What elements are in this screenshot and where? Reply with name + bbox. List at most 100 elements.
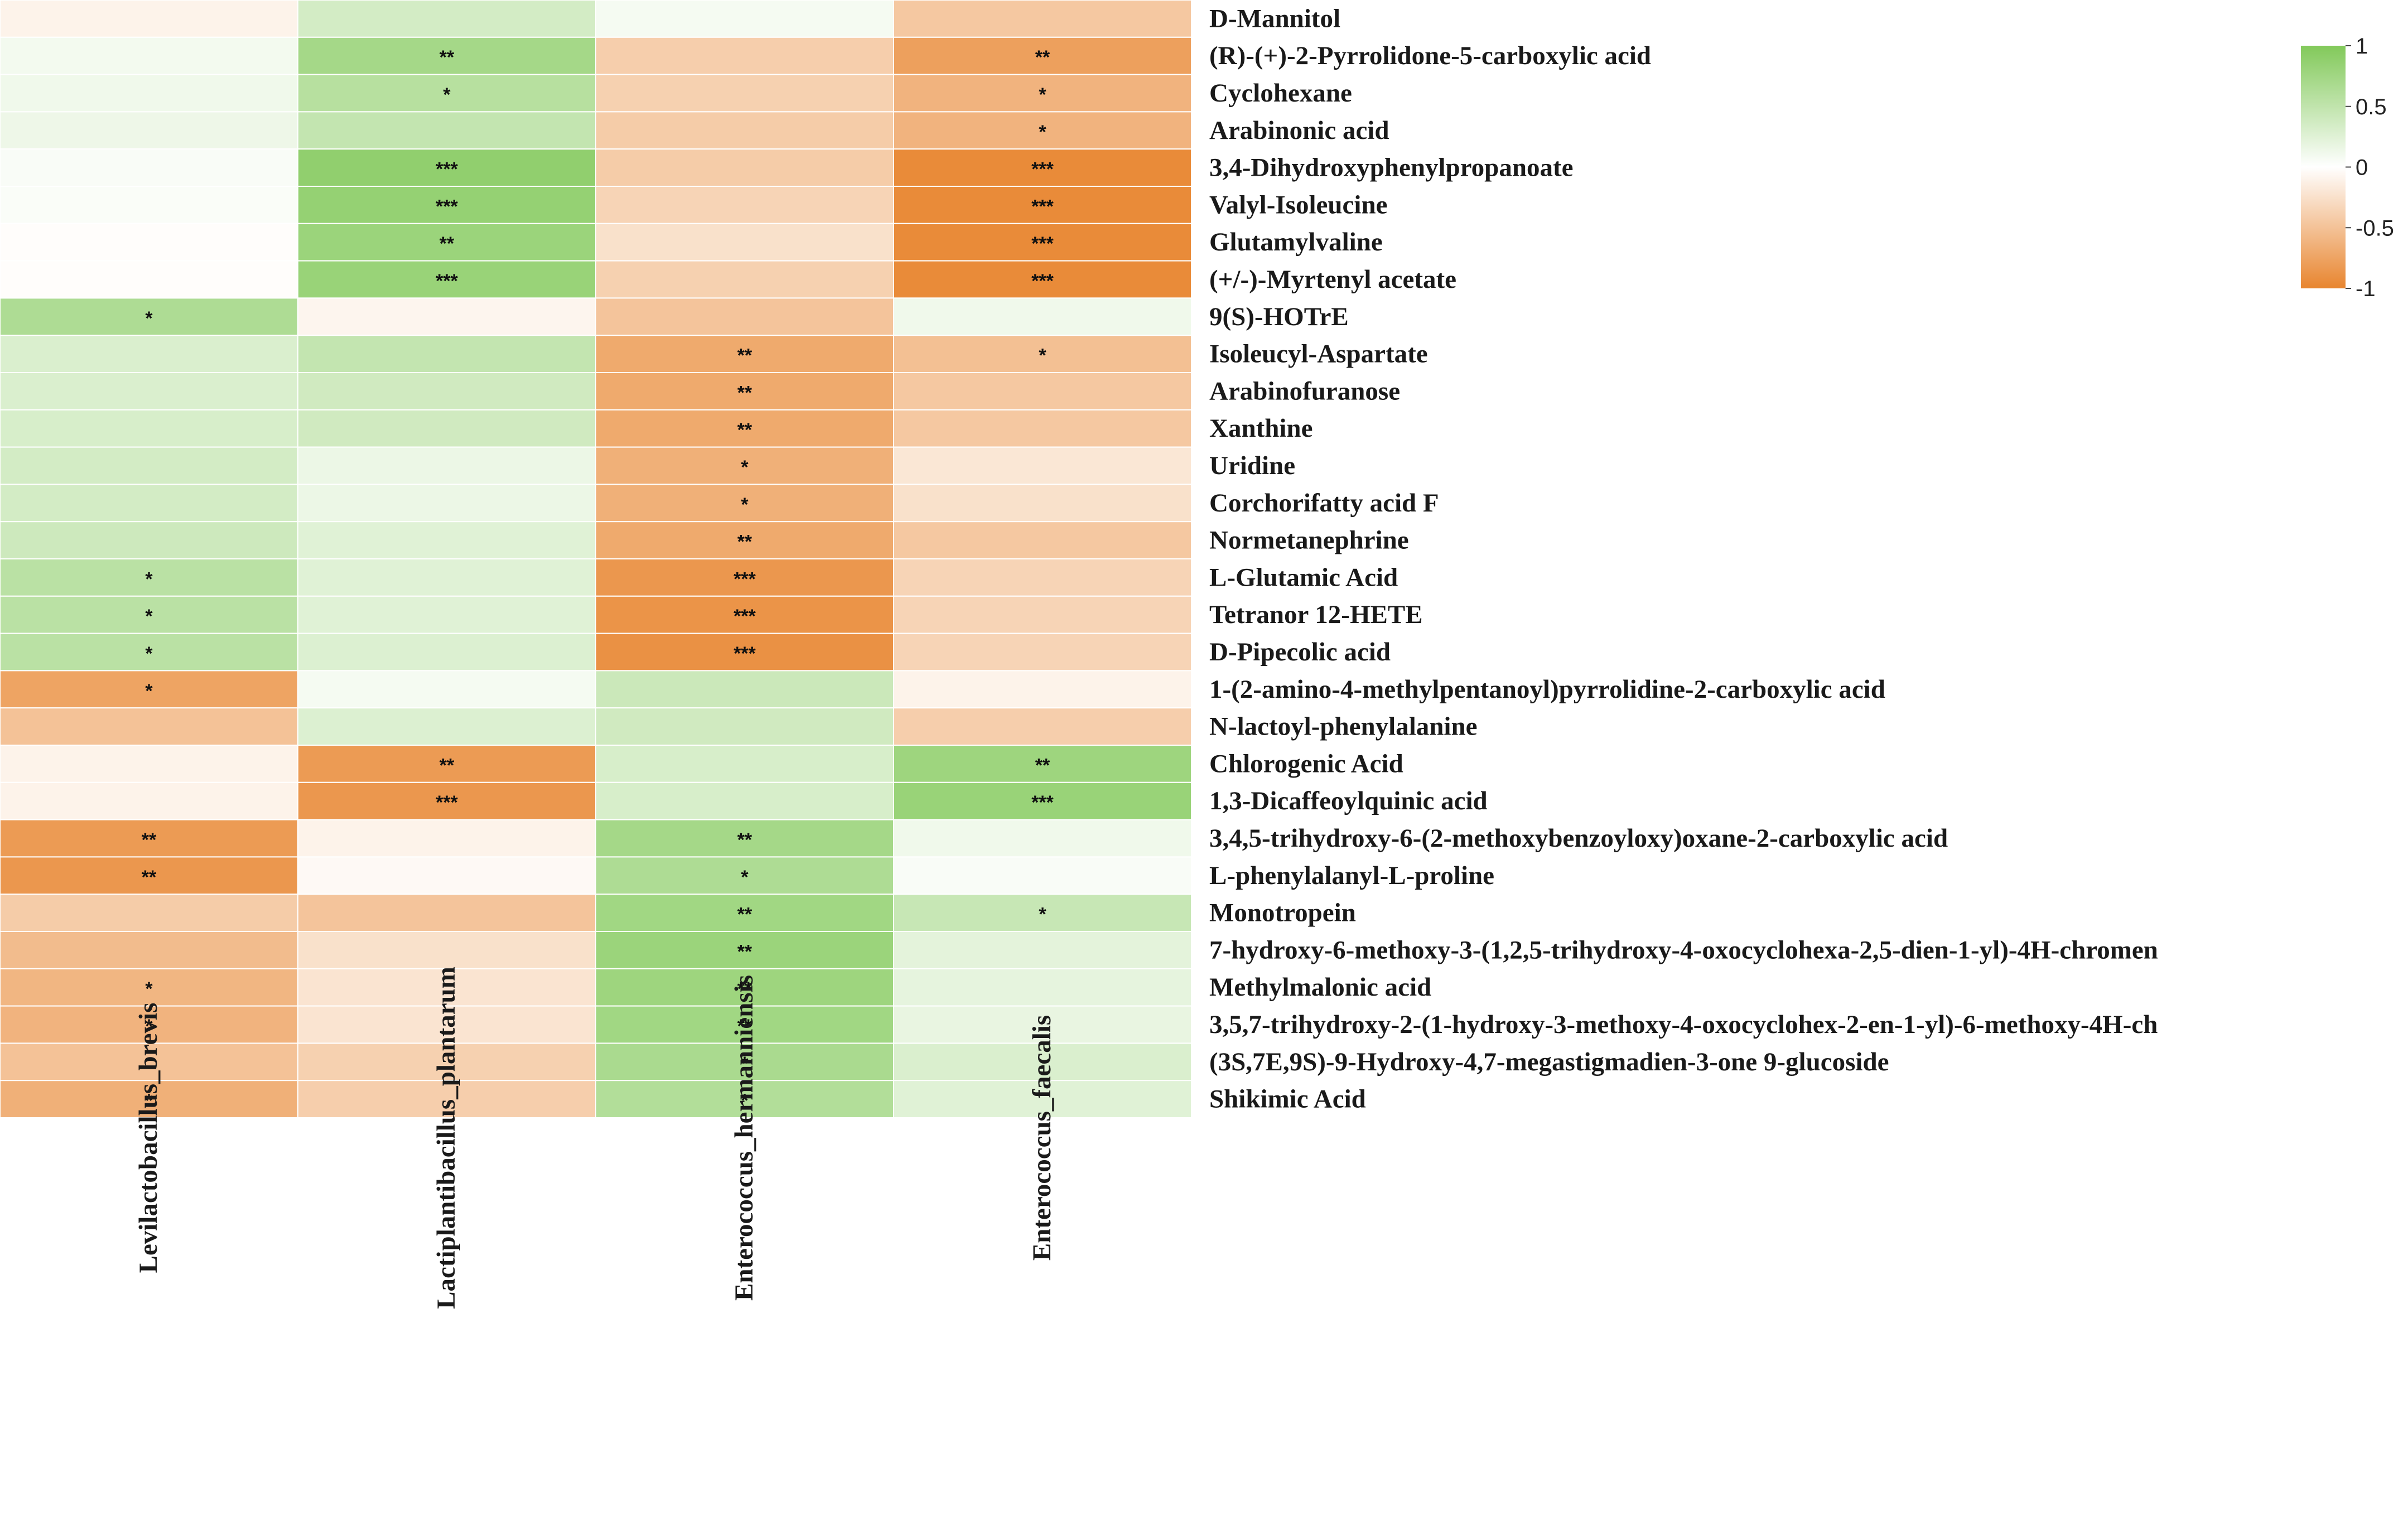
significance-mark: ** [440,47,455,68]
colorbar-tick-label: 0.5 [2356,95,2387,119]
significance-mark: ** [142,829,157,851]
heatmap-cell [894,410,1191,447]
heatmap-cell [596,186,894,224]
row-label: L-phenylalanyl-L-proline [1209,861,1494,890]
significance-mark: *** [1031,792,1054,813]
heatmap-cell [894,931,1191,969]
heatmap-cell [298,112,596,149]
significance-mark: * [741,457,749,478]
heatmap-cell [298,0,596,37]
row-label: Tetranor 12-HETE [1209,600,1423,629]
significance-mark: * [443,84,451,105]
heatmap-cell [298,373,596,410]
significance-mark: * [145,643,153,664]
significance-mark: * [145,606,153,627]
row-label: Valyl-Isoleucine [1209,190,1387,219]
heatmap-cell [894,559,1191,596]
significance-mark: * [1039,122,1046,143]
heatmap-cell [894,708,1191,745]
heatmap-cell [0,484,298,522]
heatmap-cell [894,857,1191,894]
row-label: Xanthine [1209,414,1312,443]
row-label: 1,3-Dicaffeoylquinic acid [1209,786,1488,815]
colorbar-tick-label: 1 [2356,34,2368,59]
heatmap-cell [298,559,596,596]
significance-mark: ** [1035,755,1050,776]
significance-mark: *** [734,568,756,590]
row-label: Cyclohexane [1209,79,1352,108]
row-label: 1-(2-amino-4-methylpentanoyl)pyrrolidine… [1209,675,1885,704]
heatmap-cell [596,0,894,37]
significance-mark: * [145,308,153,329]
significance-mark: ** [1035,47,1050,68]
heatmap-cell [298,335,596,373]
heatmap-cell [894,596,1191,634]
row-label: Arabinofuranose [1209,376,1400,405]
significance-mark: * [1039,904,1046,925]
heatmap-cell [596,37,894,75]
heatmap-cell [596,112,894,149]
significance-mark: *** [436,792,458,813]
row-label: (R)-(+)-2-Pyrrolidone-5-carboxylic acid [1209,41,1651,70]
significance-mark: ** [737,532,752,553]
heatmap-cell [0,708,298,745]
heatmap-cell [596,670,894,708]
significance-mark: *** [436,196,458,217]
heatmap-cell [0,410,298,447]
colorbar-tick-label: -1 [2356,277,2376,301]
row-label: 3,4,5-trihydroxy-6-(2-methoxybenzoyloxy)… [1209,824,1948,853]
row-label: (3S,7E,9S)-9-Hydroxy-4,7-megastigmadien-… [1209,1047,1889,1076]
row-label: (+/-)-Myrtenyl acetate [1209,265,1456,294]
heatmap-cell [894,969,1191,1006]
heatmap-cell [0,0,298,37]
heatmap-cell [596,261,894,298]
row-label: Corchorifatty acid F [1209,489,1439,518]
significance-mark: * [1039,345,1046,366]
heatmap-cell [298,484,596,522]
heatmap-cell [0,783,298,820]
row-label: Glutamylvaline [1209,228,1383,257]
significance-mark: *** [436,271,458,292]
heatmap-cells [0,0,1191,1118]
significance-mark: *** [1031,233,1054,254]
heatmap-cell [894,634,1191,671]
heatmap-cell [894,447,1191,485]
significance-mark: * [741,494,749,515]
heatmap-cell [298,447,596,485]
heatmap-cell [298,894,596,931]
significance-mark: * [145,680,153,702]
significance-mark: ** [737,941,752,962]
heatmap-cell [0,447,298,485]
heatmap-cell [596,75,894,112]
row-label: D-Pipecolic acid [1209,638,1391,667]
row-labels: D-Mannitol (R)-(+)-2-Pyrrolidone-5-carbox… [1209,4,2158,1113]
heatmap-cell [0,112,298,149]
heatmap-cell [894,373,1191,410]
heatmap-cell [596,298,894,335]
heatmap-cell [298,634,596,671]
heatmap-cell [0,261,298,298]
row-label: 3,4-Dihydroxyphenylpropanoate [1209,153,1573,182]
heatmap-cell [298,298,596,335]
column-label: Enterococcus_faecalis [1027,1015,1056,1261]
significance-mark: *** [1031,159,1054,180]
row-label: D-Mannitol [1209,4,1340,33]
heatmap-cell [298,596,596,634]
row-label: L-Glutamic Acid [1209,563,1398,592]
significance-mark: *** [1031,271,1054,292]
row-label: Shikimic Acid [1209,1085,1366,1114]
significance-mark: *** [734,643,756,664]
heatmap-cell [298,708,596,745]
heatmap-cell [298,857,596,894]
heatmap-cell [596,783,894,820]
heatmap-cell [0,522,298,559]
column-label: Enterococcus_hermanniensis [730,975,759,1301]
heatmap-cell [596,149,894,186]
significance-mark: ** [142,867,157,888]
heatmap-cell [596,708,894,745]
color-legend: 10.50-0.5-1 [2301,34,2394,301]
significance-mark: * [145,568,153,590]
significance-mark: ** [737,829,752,851]
heatmap-cell [0,149,298,186]
significance-mark: ** [737,345,752,366]
